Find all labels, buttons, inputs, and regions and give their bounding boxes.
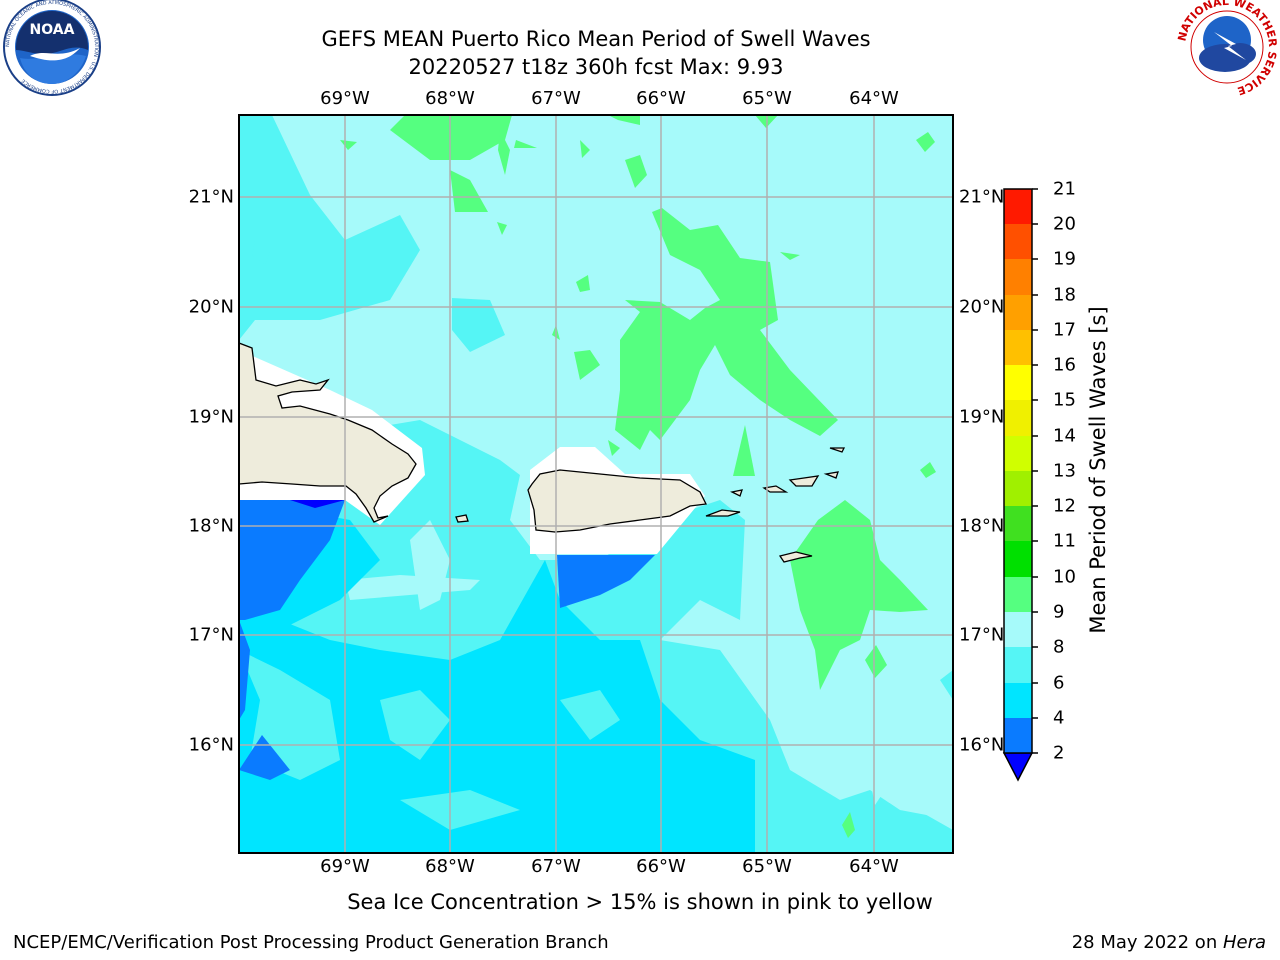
- lon-label-bottom: 67°W: [531, 856, 581, 877]
- colorbar-tick-label: 18: [1053, 284, 1076, 306]
- chart-title-line1: GEFS MEAN Puerto Rico Mean Period of Swe…: [321, 27, 871, 51]
- noaa-logo: NOAA NATIONAL OCEANIC AND ATMOSPHERIC AD…: [3, 0, 101, 96]
- lon-label-top: 67°W: [531, 88, 581, 109]
- sea-ice-note: Sea Ice Concentration > 15% is shown in …: [347, 890, 933, 914]
- colorbar-tick-label: 20: [1053, 213, 1076, 235]
- lat-label-left: 17°N: [188, 624, 234, 646]
- colorbar-tick-label: 4: [1053, 707, 1065, 729]
- colorbar-tick-label: 6: [1053, 672, 1065, 694]
- colorbar-tick-label: 13: [1053, 460, 1076, 482]
- colorbar-tick-label: 17: [1053, 319, 1076, 341]
- lon-label-top: 65°W: [742, 88, 792, 109]
- footer-date-text: 28 May 2022 on: [1071, 932, 1223, 953]
- lon-label-top: 66°W: [636, 88, 686, 109]
- lon-label-bottom: 68°W: [425, 856, 475, 877]
- colorbar-tick-label: 10: [1053, 566, 1076, 588]
- lat-label-left: 19°N: [188, 406, 234, 428]
- lon-label-bottom: 64°W: [849, 856, 899, 877]
- colorbar: [1002, 188, 1038, 782]
- lat-label-right: 18°N: [959, 515, 1005, 537]
- chart-title-line2: 20220527 t18z 360h fcst Max: 9.93: [408, 55, 784, 79]
- lat-label-right: 17°N: [959, 624, 1005, 646]
- nws-logo: NATIONAL WEATHER SERVICE: [1175, 0, 1279, 98]
- colorbar-tick-label: 21: [1053, 178, 1076, 200]
- colorbar-under-arrow: [1002, 752, 1034, 782]
- colorbar-tick-label: 19: [1053, 248, 1076, 270]
- colorbar-tick-label: 8: [1053, 636, 1065, 658]
- lon-label-bottom: 65°W: [742, 856, 792, 877]
- colorbar-tick-label: 11: [1053, 530, 1076, 552]
- noaa-logo-text: NOAA: [30, 22, 75, 38]
- lon-label-bottom: 66°W: [636, 856, 686, 877]
- lon-label-bottom: 69°W: [320, 856, 370, 877]
- lat-label-right: 20°N: [959, 296, 1005, 318]
- graticule: [239, 115, 953, 853]
- lat-label-right: 19°N: [959, 406, 1005, 428]
- footer-date: 28 May 2022 on Hera: [1072, 932, 1266, 953]
- map-frame: [238, 114, 954, 854]
- swell-period-field: [239, 115, 953, 853]
- colorbar-tick-label: 2: [1053, 742, 1065, 764]
- colorbar-tick-label: 12: [1053, 495, 1076, 517]
- colorbar-tick-label: 14: [1053, 425, 1076, 447]
- lat-label-right: 21°N: [959, 186, 1005, 208]
- lon-label-top: 68°W: [425, 88, 475, 109]
- colorbar-tick-label: 16: [1053, 354, 1076, 376]
- lon-label-top: 64°W: [849, 88, 899, 109]
- colorbar-title: Mean Period of Swell Waves [s]: [1086, 306, 1110, 634]
- lat-label-right: 16°N: [959, 734, 1005, 756]
- footer-machine: Hera: [1222, 932, 1266, 953]
- lon-label-top: 69°W: [320, 88, 370, 109]
- lat-label-left: 20°N: [188, 296, 234, 318]
- lat-label-left: 16°N: [188, 734, 234, 756]
- colorbar-tick-label: 15: [1053, 389, 1076, 411]
- colorbar-tick-label: 9: [1053, 601, 1065, 623]
- lat-label-left: 18°N: [188, 515, 234, 537]
- lat-label-left: 21°N: [188, 186, 234, 208]
- footer-credit: NCEP/EMC/Verification Post Processing Pr…: [13, 932, 609, 953]
